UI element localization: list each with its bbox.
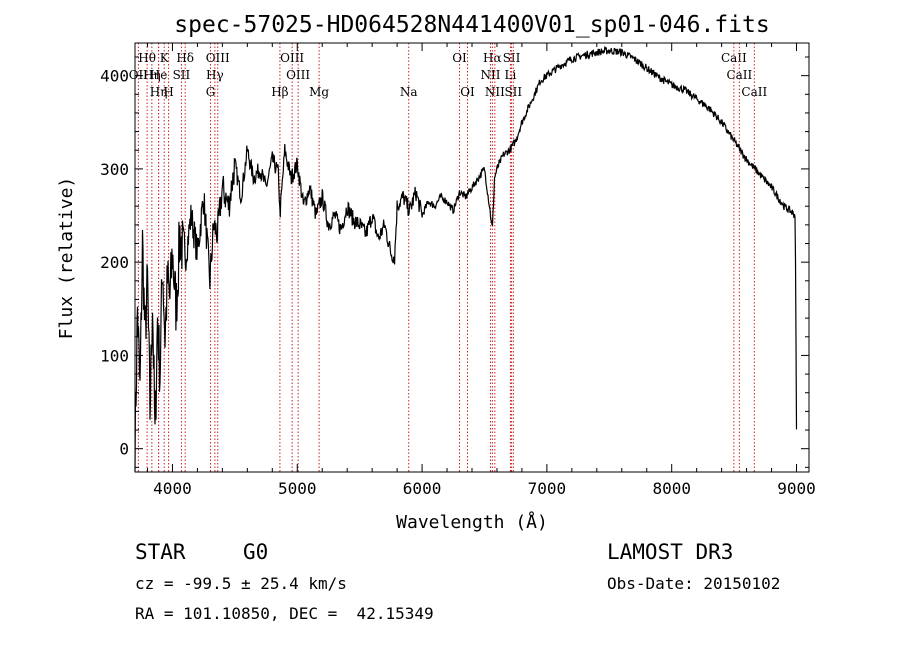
chart-title: spec-57025-HD064528N441400V01_sp01-046.f… <box>174 12 769 38</box>
redshift-value: cz = -99.5 ± 25.4 km/s <box>135 574 347 593</box>
x-tick-label-5: 9000 <box>777 479 816 498</box>
subclass: G0 <box>243 540 269 564</box>
marker-label-3: OIII <box>206 51 230 65</box>
coordinates: RA = 101.10850, DEC = 42.15349 <box>135 604 434 623</box>
marker-label-10: Hη <box>143 68 161 82</box>
x-tick-label-1: 5000 <box>278 479 317 498</box>
y-tick-label-1: 100 <box>100 346 129 365</box>
marker-label-22: Mg <box>309 85 329 99</box>
marker-label-23: Na <box>400 85 418 99</box>
y-tick-label-0: 0 <box>119 440 129 459</box>
x-axis-label: Wavelength (Å) <box>396 511 548 533</box>
x-tick-label-4: 8000 <box>652 479 691 498</box>
object-class: STAR <box>135 540 186 564</box>
marker-label-27: CaII <box>741 85 767 99</box>
marker-label-21: Hβ <box>271 85 288 99</box>
marker-label-17: CaII <box>726 68 752 82</box>
marker-label-14: OIII <box>286 68 310 82</box>
marker-label-8: CaII <box>721 51 747 65</box>
y-axis: 0 100 200 300 400 <box>100 56 809 468</box>
marker-label-9: OII <box>129 68 149 82</box>
survey-name: LAMOST DR3 <box>607 540 734 564</box>
y-axis-label: Flux (relative) <box>56 177 77 340</box>
x-axis: 4000 5000 6000 7000 8000 9000 <box>146 43 816 498</box>
marker-label-6: Hα <box>483 51 502 65</box>
marker-label-0: Hθ <box>138 51 156 65</box>
marker-label-2: Hδ <box>176 51 194 65</box>
marker-label-24: OI <box>460 85 475 99</box>
marker-label-26: SII <box>504 85 522 99</box>
marker-label-5: OI <box>452 51 467 65</box>
x-tick-label-3: 7000 <box>528 479 567 498</box>
marker-label-15: NII <box>480 68 500 82</box>
marker-label-12: SII <box>173 68 191 82</box>
marker-label-7: SII <box>503 51 521 65</box>
spectrum-line <box>134 45 798 472</box>
marker-label-19: H <box>163 85 173 99</box>
marker-label-18: Hη <box>150 85 168 99</box>
y-tick-label-4: 400 <box>100 67 129 86</box>
obs-date: Obs-Date: 20150102 <box>607 574 781 593</box>
marker-label-16: Li <box>505 68 517 82</box>
x-tick-label-0: 4000 <box>153 479 192 498</box>
x-tick-label-2: 6000 <box>403 479 442 498</box>
y-tick-label-2: 200 <box>100 253 129 272</box>
marker-label-25: NII <box>485 85 505 99</box>
marker-label-13: Hγ <box>206 68 224 82</box>
marker-label-4: OIII <box>280 51 304 65</box>
y-tick-label-3: 300 <box>100 160 129 179</box>
marker-label-20: G <box>206 85 216 99</box>
marker-label-1: K <box>160 51 170 65</box>
